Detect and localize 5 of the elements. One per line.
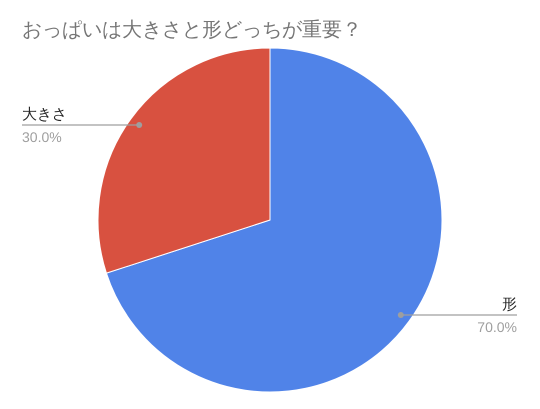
slice-label: 大きさ [22,106,67,123]
data-label: 70.0% [477,319,517,336]
data-label: 30.0% [22,128,62,145]
chart-title: おっぱいは大きさと形どっちが重要？ [22,19,362,41]
slice-label: 形 [502,296,517,314]
